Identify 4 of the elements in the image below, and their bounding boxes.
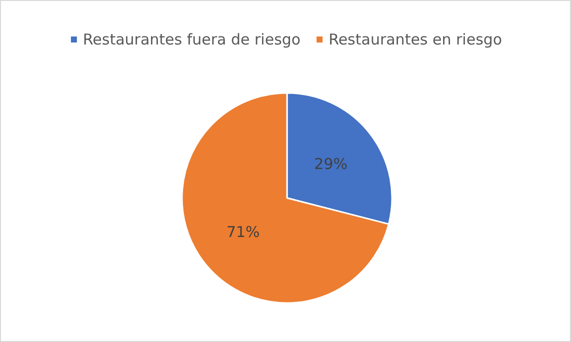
legend-label: Restaurantes en riesgo <box>328 30 502 48</box>
data-label: 71% <box>226 223 260 242</box>
data-label: 29% <box>314 154 348 173</box>
legend-label: Restaurantes fuera de riesgo <box>82 30 301 48</box>
